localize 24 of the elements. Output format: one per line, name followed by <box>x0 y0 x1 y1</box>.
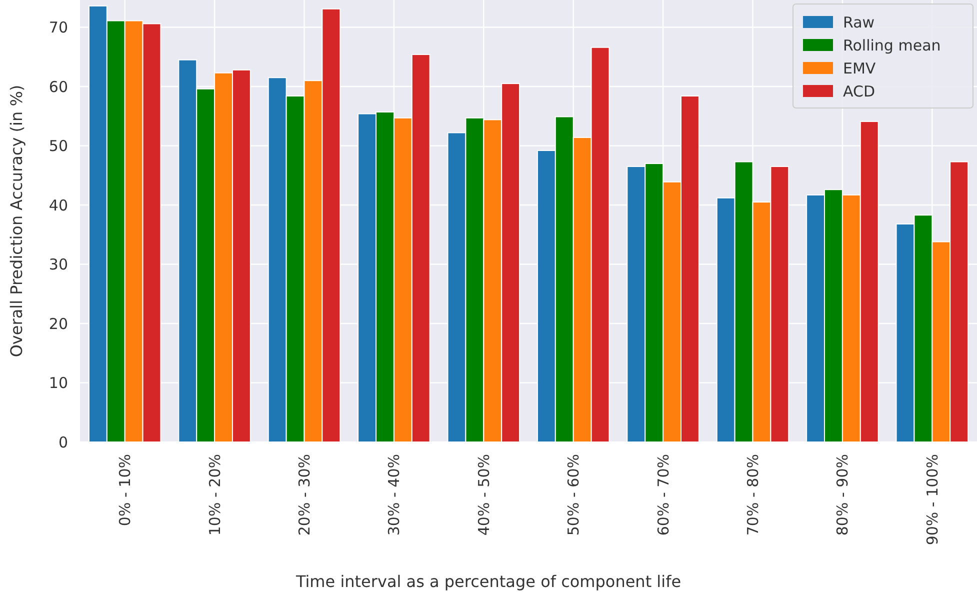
x-axis-title: Time interval as a percentage of component life <box>294 572 682 591</box>
y-tick-label: 40 <box>48 196 68 214</box>
y-tick-label: 50 <box>48 137 68 156</box>
legend-label: EMV <box>843 59 876 78</box>
x-tick-label: 90% - 100% <box>923 454 942 546</box>
legend-label: Rolling mean <box>843 36 941 54</box>
x-tick-label: 0% - 10% <box>116 454 134 526</box>
legend-label: Raw <box>843 13 875 32</box>
x-tick-label: 80% - 90% <box>834 454 852 536</box>
legend-label: ACD <box>843 82 876 100</box>
x-tick-label: 70% - 80% <box>744 454 762 536</box>
y-tick-label: 30 <box>48 256 68 274</box>
y-tick-label: 0 <box>58 433 68 452</box>
y-tick-label: 60 <box>48 78 68 96</box>
y-tick-label: 20 <box>48 314 68 333</box>
x-tick-label: 60% - 70% <box>654 454 672 536</box>
x-tick-label: 50% - 60% <box>564 454 583 536</box>
y-tick-label: 70 <box>48 18 68 37</box>
x-tick-label: 40% - 50% <box>474 454 493 536</box>
y-tick-label: 10 <box>48 374 68 392</box>
x-tick-label: 30% - 40% <box>385 454 404 536</box>
y-axis-title: Overall Prediction Accuracy (in %) <box>7 84 26 358</box>
x-tick-label: 10% - 20% <box>206 454 224 536</box>
x-tick-label: 20% - 30% <box>296 454 314 536</box>
